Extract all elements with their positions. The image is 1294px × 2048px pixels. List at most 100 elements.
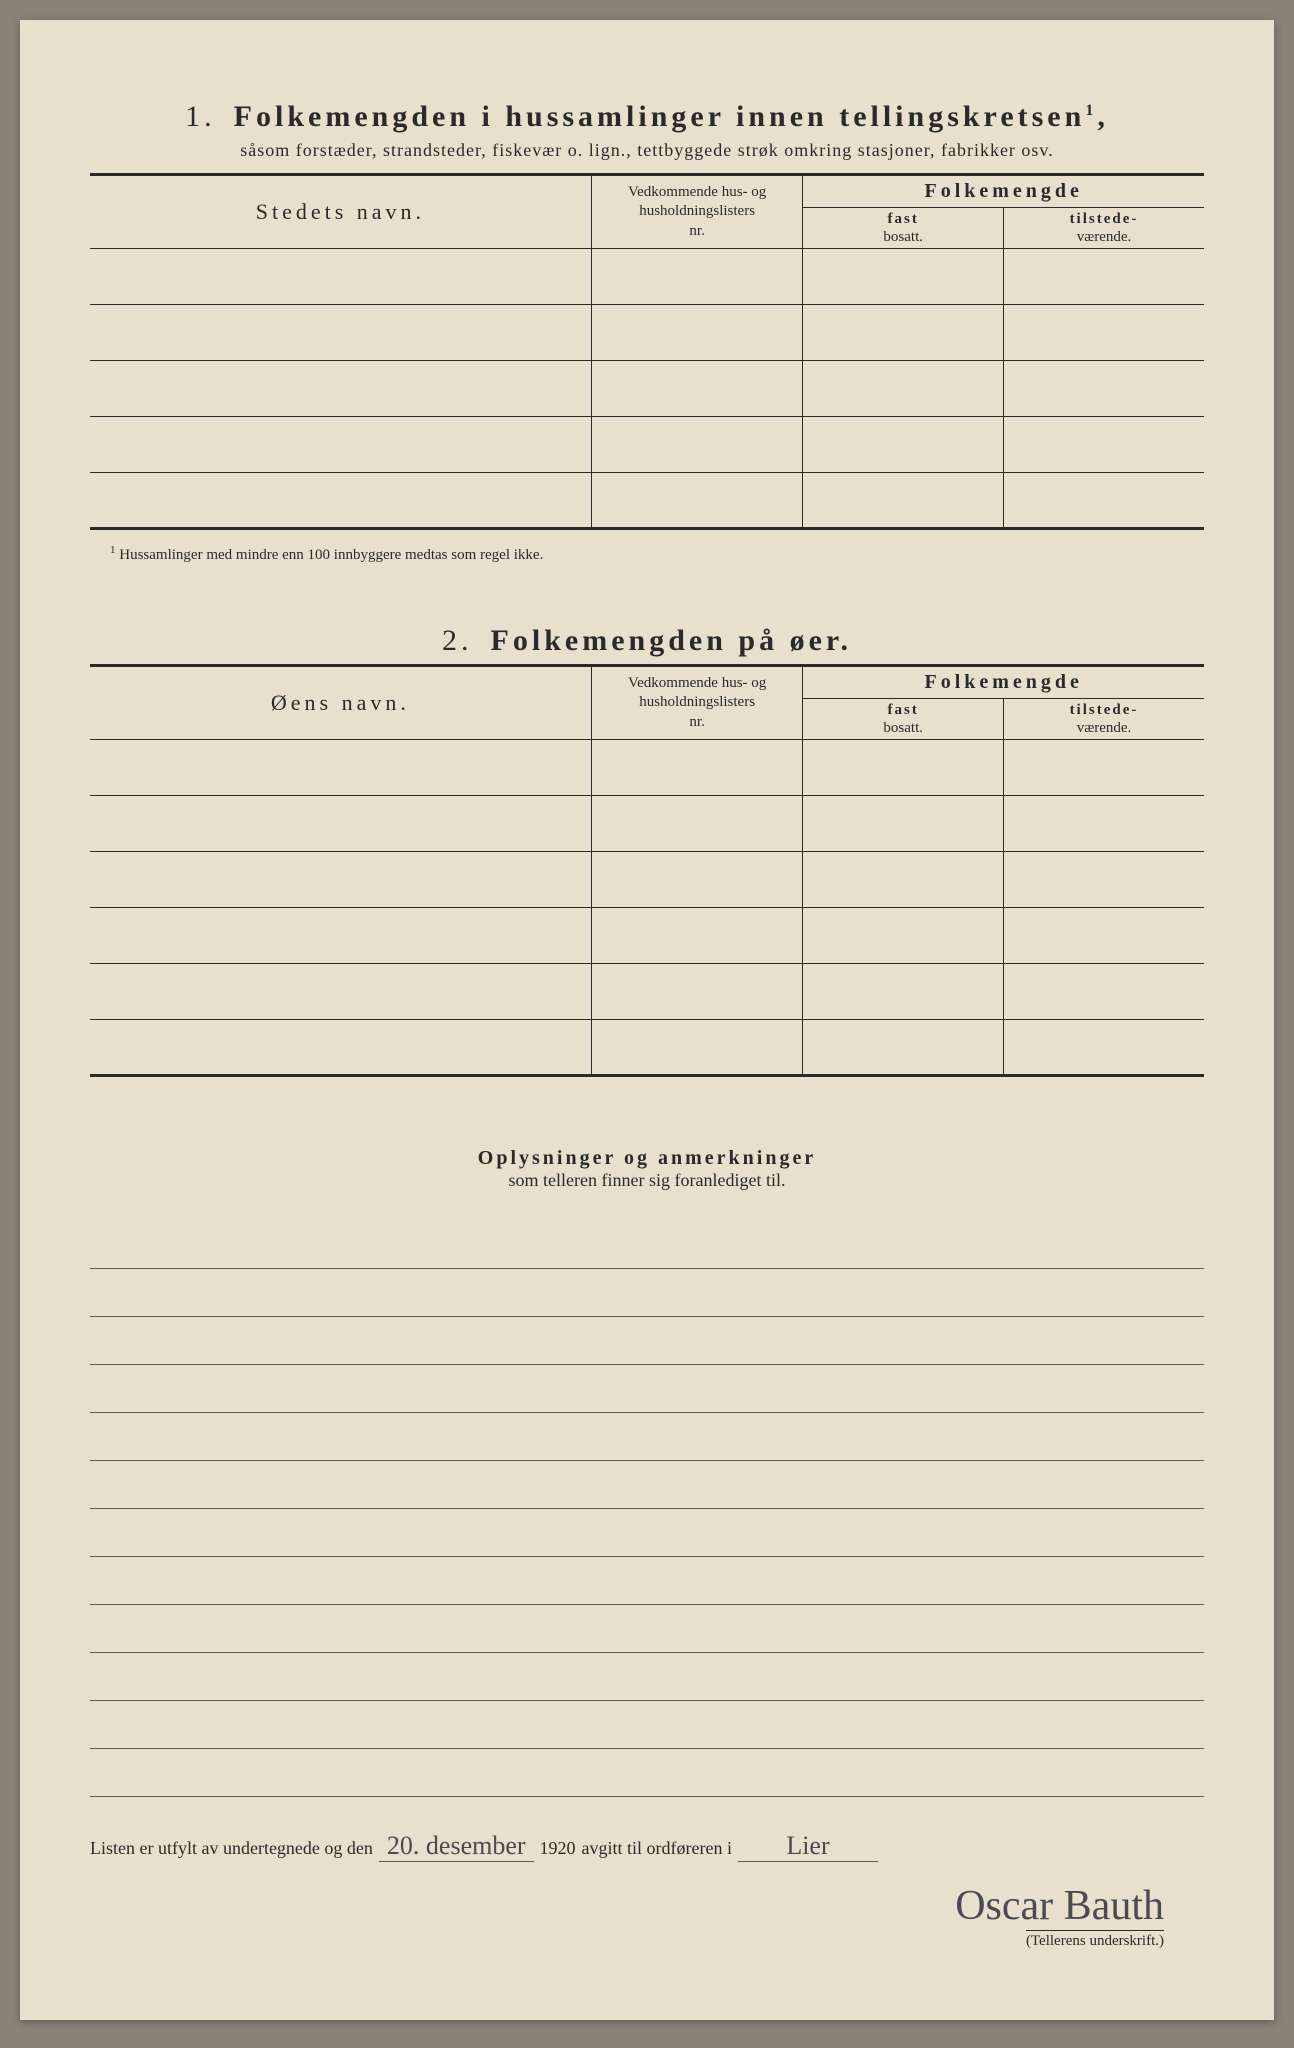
th-oens-navn: Øens navn. [90, 666, 591, 740]
th2-nr-line2: husholdningslisters [639, 694, 755, 710]
declaration-line: Listen er utfylt av undertegnede og den … [90, 1831, 1204, 1862]
handwritten-signature: Oscar Bauth [955, 1882, 1164, 1930]
table-row [90, 361, 1204, 417]
table-row [90, 964, 1204, 1020]
empty-cell [90, 417, 591, 473]
empty-cell [90, 796, 591, 852]
empty-cell [591, 852, 803, 908]
th-til-l2: værende. [1077, 229, 1132, 245]
empty-cell [1003, 249, 1204, 305]
signature-box: Oscar Bauth (Tellerens underskrift.) [90, 1882, 1204, 1950]
table-row [90, 249, 1204, 305]
empty-cell [1003, 852, 1204, 908]
ruled-line [90, 1365, 1204, 1413]
section1-superscript: 1 [1085, 102, 1097, 119]
th2-nr-line3: nr. [689, 714, 704, 730]
section1-subtitle: såsom forstæder, strandsteder, fiskevær … [90, 140, 1204, 161]
empty-cell [803, 361, 1004, 417]
empty-cell [1003, 473, 1204, 529]
th2-til-l1: tilstede- [1070, 702, 1139, 718]
empty-cell [591, 361, 803, 417]
table-row [90, 1020, 1204, 1076]
table-row [90, 417, 1204, 473]
ruled-line [90, 1701, 1204, 1749]
signature-area: Listen er utfylt av undertegnede og den … [90, 1831, 1204, 1950]
th2-fast-bosatt: fast bosatt. [803, 699, 1004, 740]
section1-title: 1. Folkemengden i hussamlinger innen tell… [90, 100, 1204, 134]
empty-cell [803, 473, 1004, 529]
empty-cell [90, 964, 591, 1020]
th2-til-l2: værende. [1077, 720, 1132, 736]
table2-body [90, 740, 1204, 1076]
empty-cell [90, 249, 591, 305]
footnote-mark: 1 [110, 544, 116, 556]
empty-cell [1003, 908, 1204, 964]
empty-cell [90, 361, 591, 417]
table-hussamlinger: Stedets navn. Vedkommende hus- og hushol… [90, 173, 1204, 530]
empty-cell [591, 305, 803, 361]
table-row [90, 908, 1204, 964]
empty-cell [803, 964, 1004, 1020]
empty-cell [591, 249, 803, 305]
th-fast-bosatt: fast bosatt. [803, 208, 1004, 249]
ruled-line [90, 1557, 1204, 1605]
empty-cell [803, 305, 1004, 361]
signature-caption: (Tellerens underskrift.) [1026, 1930, 1164, 1950]
empty-cell [90, 1020, 591, 1076]
empty-cell [803, 417, 1004, 473]
empty-cell [90, 305, 591, 361]
empty-cell [1003, 305, 1204, 361]
th-folkemengde: Folkemengde [803, 175, 1204, 208]
table-row [90, 852, 1204, 908]
section2-number: 2. [442, 624, 473, 657]
th2-nr-line1: Vedkommende hus- og [628, 675, 766, 691]
notes-heading: Oplysninger og anmerkninger [90, 1147, 1204, 1170]
ruled-line [90, 1413, 1204, 1461]
section1-title-text: Folkemengden i hussamlinger innen tellin… [234, 100, 1086, 133]
empty-cell [591, 1020, 803, 1076]
ruled-line [90, 1269, 1204, 1317]
empty-cell [803, 740, 1004, 796]
th2-tilstede: tilstede- værende. [1003, 699, 1204, 740]
empty-cell [591, 473, 803, 529]
section-1: 1. Folkemengden i hussamlinger innen tell… [90, 100, 1204, 564]
ruled-line [90, 1461, 1204, 1509]
empty-cell [591, 740, 803, 796]
footnote-text: Hussamlinger med mindre enn 100 innbygge… [119, 547, 543, 563]
ruled-line [90, 1749, 1204, 1797]
empty-cell [90, 908, 591, 964]
empty-cell [90, 473, 591, 529]
ruled-line [90, 1653, 1204, 1701]
section2-title-text: Folkemengden på øer. [491, 624, 852, 657]
declaration-mid: avgitt til ordføreren i [582, 1838, 732, 1859]
table-oer: Øens navn. Vedkommende hus- og husholdni… [90, 664, 1204, 1077]
table-row [90, 740, 1204, 796]
notes-subheading: som telleren finner sig foranlediget til… [90, 1170, 1204, 1191]
empty-cell [1003, 417, 1204, 473]
th-tilstede: tilstede- værende. [1003, 208, 1204, 249]
empty-cell [803, 249, 1004, 305]
th-fast-l1: fast [888, 211, 919, 227]
table-row [90, 796, 1204, 852]
th2-fast-l1: fast [888, 702, 919, 718]
th-stedets-navn: Stedets navn. [90, 175, 591, 249]
census-form-page: 1. Folkemengden i hussamlinger innen tell… [20, 20, 1274, 2020]
ruled-line [90, 1221, 1204, 1269]
empty-cell [591, 796, 803, 852]
th-nr-line1: Vedkommende hus- og [628, 184, 766, 200]
th-nr-line2: husholdningslisters [639, 203, 755, 219]
section1-number: 1. [185, 100, 216, 133]
th2-folkemengde: Folkemengde [803, 666, 1204, 699]
empty-cell [1003, 1020, 1204, 1076]
empty-cell [803, 796, 1004, 852]
section2-title: 2. Folkemengden på øer. [90, 624, 1204, 658]
empty-cell [591, 417, 803, 473]
table1-body [90, 249, 1204, 529]
ruled-line [90, 1509, 1204, 1557]
section-2: 2. Folkemengden på øer. Øens navn. Vedkom… [90, 624, 1204, 1797]
th2-listers-nr: Vedkommende hus- og husholdningslisters … [591, 666, 803, 740]
th-til-l1: tilstede- [1070, 211, 1139, 227]
empty-cell [90, 740, 591, 796]
table-row [90, 473, 1204, 529]
th-listers-nr: Vedkommende hus- og husholdningslisters … [591, 175, 803, 249]
